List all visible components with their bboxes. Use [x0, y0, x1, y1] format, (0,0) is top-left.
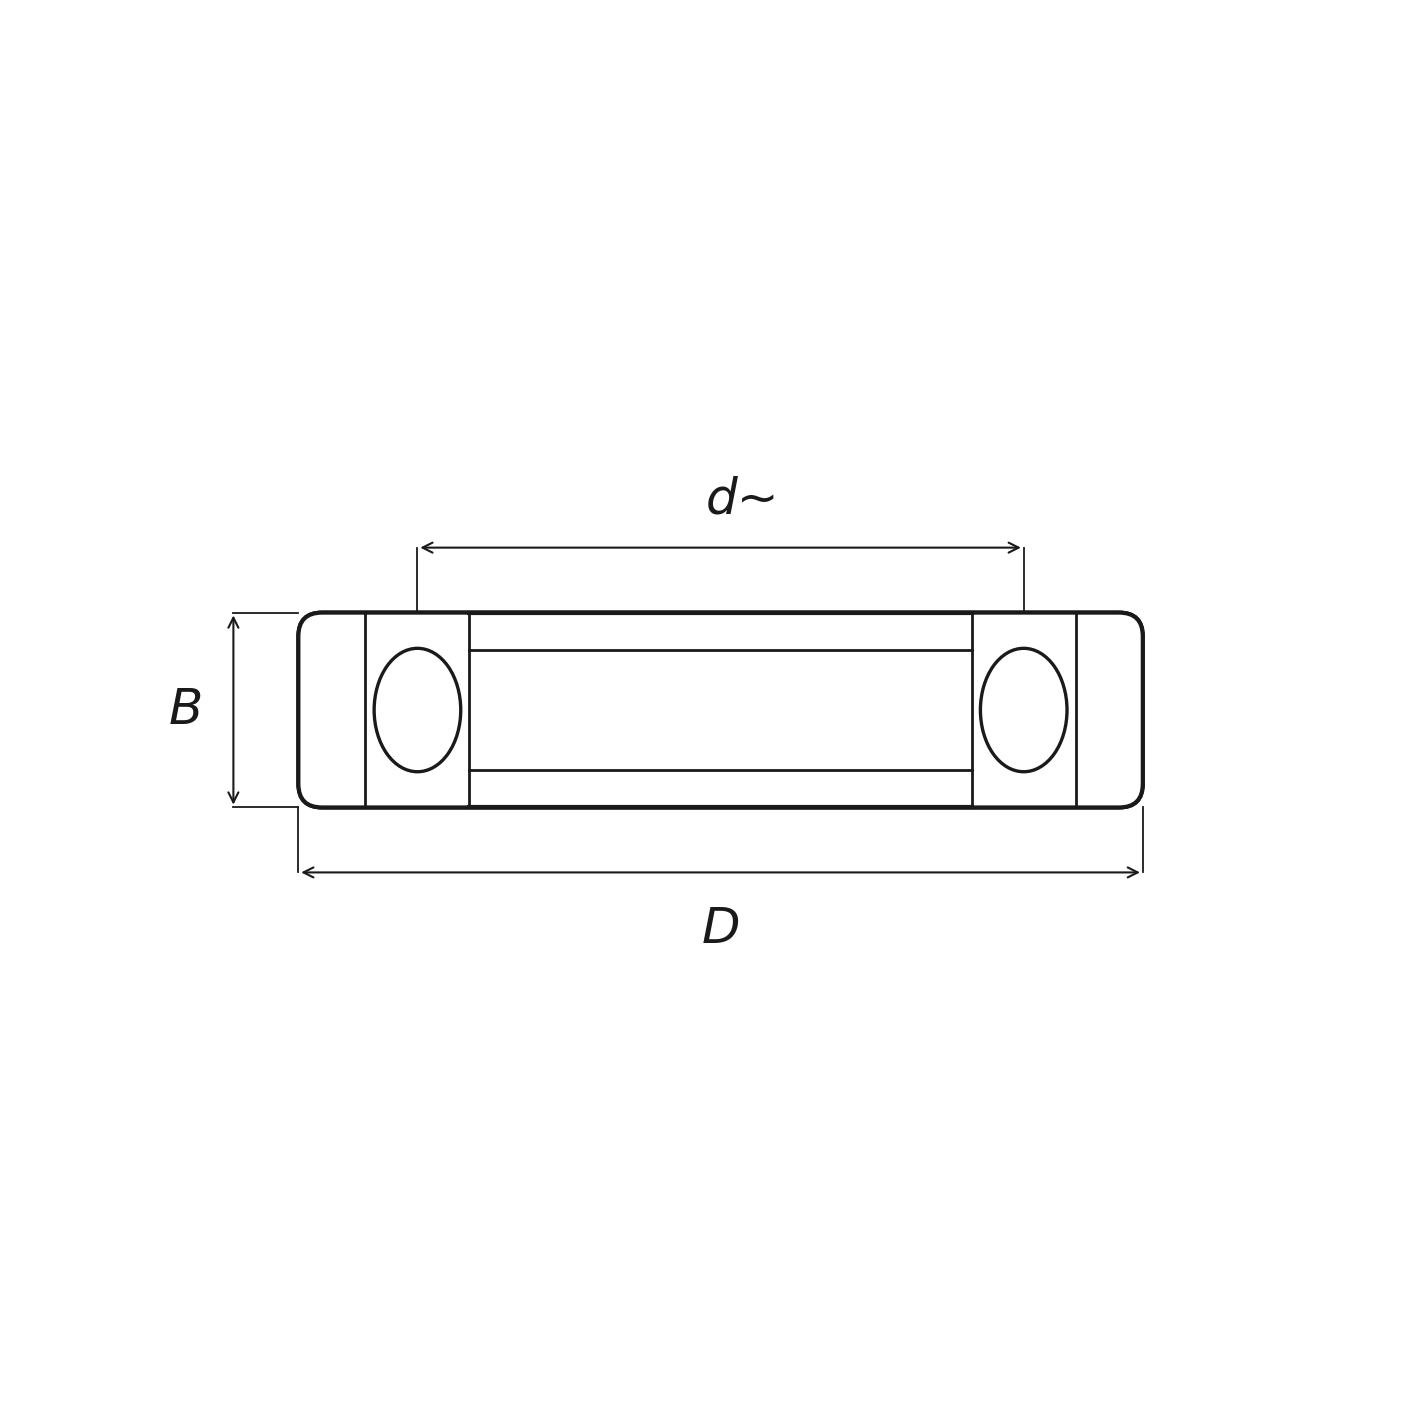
Bar [470, 651, 972, 769]
Ellipse shape [980, 648, 1067, 772]
FancyBboxPatch shape [298, 613, 1143, 807]
FancyBboxPatch shape [298, 613, 494, 807]
Bar [470, 769, 972, 807]
Bar [470, 613, 972, 651]
FancyBboxPatch shape [948, 613, 1143, 807]
Text: D: D [702, 905, 740, 953]
Text: d~: d~ [706, 475, 779, 524]
Text: B: B [169, 686, 202, 734]
Ellipse shape [374, 648, 461, 772]
